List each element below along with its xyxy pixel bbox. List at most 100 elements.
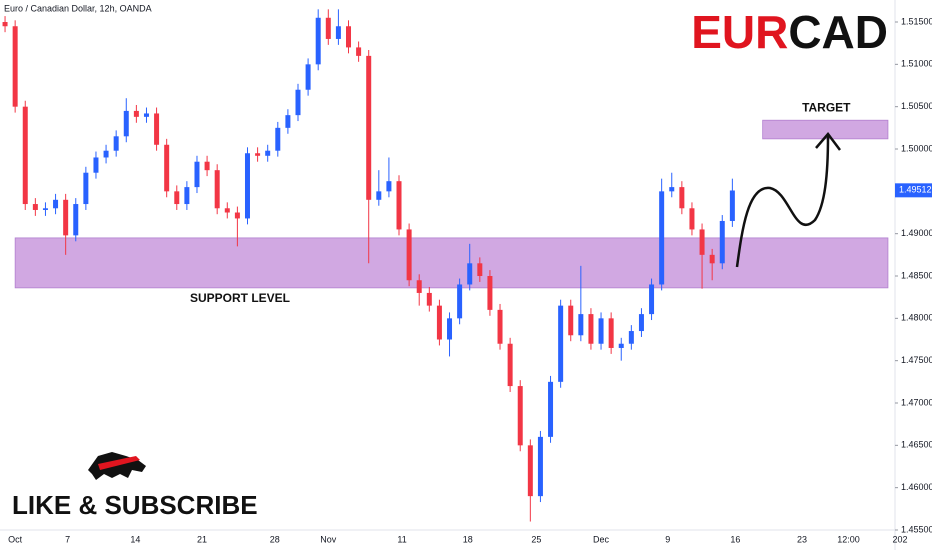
candle-body [588,314,594,344]
x-tick-label: Dec [593,534,610,544]
subscribe-text: LIKE & SUBSCRIBE [12,490,258,520]
candle-body [143,113,149,117]
x-tick-label: 11 [397,534,406,544]
candle-body [699,229,705,255]
candle-body [265,150,271,156]
candle-body [376,191,382,200]
candle-body [436,305,442,340]
candle-body [42,208,48,210]
x-tick-label: 9 [665,534,670,544]
arrow-head [815,132,841,151]
candle-body [669,187,675,192]
candle-body [224,208,230,213]
candle-body [628,331,634,344]
candle-body [244,153,250,219]
candle-body [103,150,109,158]
title-part: EUR [691,6,788,58]
x-tick-label: 25 [531,534,541,544]
y-tick-label: 1.47000 [901,397,932,407]
candle-body [93,157,99,173]
candle-body [53,199,59,209]
candle-body [154,113,160,145]
candle-body [638,314,644,332]
candle-body [618,343,624,348]
y-tick-label: 1.49000 [901,228,932,238]
candle-body [174,191,180,205]
candle-body [22,106,28,205]
candle-body [123,110,129,137]
candle-body [346,26,352,48]
candle-body [689,208,695,230]
y-tick-label: 1.45500 [901,524,932,534]
candle-body [194,161,200,188]
candle-body [649,284,655,315]
candle-body [366,55,372,200]
y-tick-label: 1.51500 [901,16,932,26]
candle-body [2,22,8,27]
candle-body [12,26,18,107]
candle-body [325,17,331,39]
candle-body [457,284,463,319]
last-price-box [895,183,932,198]
candle-body [305,64,311,90]
candle-body [416,280,422,293]
x-tick-label: 16 [730,534,740,544]
x-tick-label: 18 [463,534,473,544]
candle-body [719,220,725,264]
candle-body [234,212,240,219]
candle-body [447,318,453,340]
title-part: CAD [788,6,888,58]
candle-body [133,110,139,117]
candle-body [295,89,301,116]
bull-logo [88,452,146,480]
candle-body [507,343,513,387]
candle-body [487,276,493,310]
candle-body [578,314,584,336]
zone-label: SUPPORT LEVEL [190,291,290,305]
candle-body [386,181,392,192]
candle-body [527,445,533,497]
candle-body [184,187,190,205]
candle-body [255,153,261,156]
x-tick-label: 28 [270,534,280,544]
zone [14,237,889,289]
y-tick-label: 1.50500 [901,101,932,111]
x-tick-label: 14 [130,534,140,544]
candle-body [568,305,574,336]
candle-body [356,47,362,56]
candle-body [396,181,402,230]
candle-body [477,263,483,277]
x-tick-label: 23 [797,534,807,544]
chart-title: EURCAD [691,6,888,58]
candle-body [709,254,715,264]
candle-body [204,161,210,171]
candle-body [315,17,321,65]
y-tick-label: 1.51000 [901,59,932,69]
candle-body [659,191,665,285]
candle-body [729,190,735,221]
y-tick-label: 1.50000 [901,143,932,153]
candle-body [406,229,412,281]
y-tick-label: 1.47500 [901,355,932,365]
candle-body [275,127,281,151]
candle-body [497,309,503,344]
x-tick-label: 21 [197,534,207,544]
candle-body [63,199,69,236]
candle-body [164,144,170,192]
y-tick-label: 1.48000 [901,313,932,323]
x-tick-label: 202 [893,534,908,544]
x-tick-label: Nov [320,534,337,544]
x-tick-label: 12:00 [837,534,860,544]
candle-body [537,436,543,497]
candle-body [426,292,432,306]
zone-label: TARGET [802,100,851,114]
candle-body [467,263,473,285]
candle-body [679,187,685,209]
candle-body [32,204,38,210]
candle-body [548,381,554,437]
candle-body [214,170,220,209]
candle-body [598,318,604,344]
x-tick-label: 7 [65,534,70,544]
candle-body [335,26,341,39]
candle-body [558,305,564,382]
